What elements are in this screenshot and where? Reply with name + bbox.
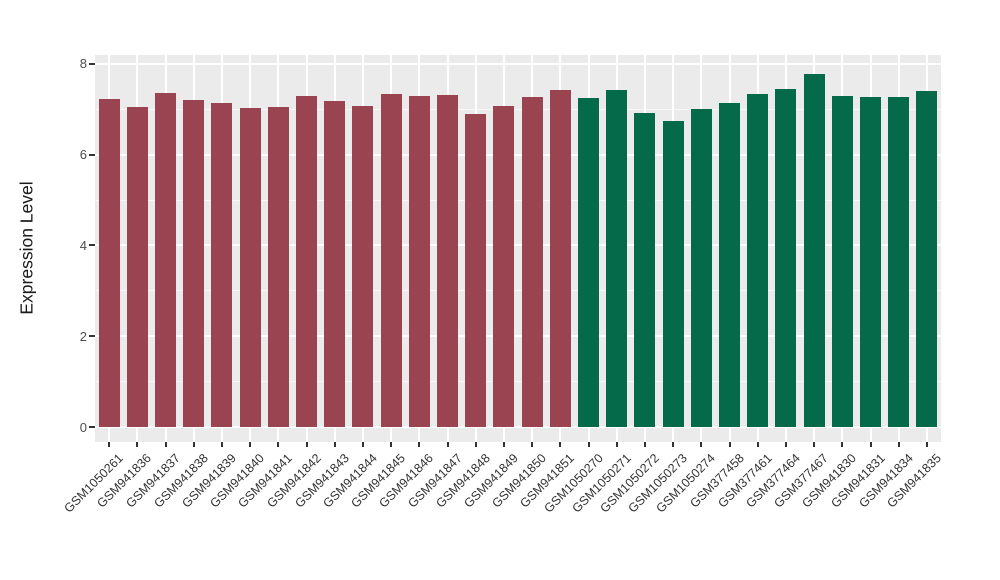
bar [267, 106, 289, 427]
bar [380, 93, 402, 427]
bar [690, 109, 712, 427]
x-tick-mark [869, 442, 872, 447]
x-tick-mark [108, 442, 111, 447]
minor-gridline [95, 381, 941, 383]
bar [239, 108, 261, 427]
x-tick-mark [474, 442, 477, 447]
x-tick-mark [615, 442, 618, 447]
y-tick-mark [89, 244, 95, 247]
x-tick-mark [784, 442, 787, 447]
bar [437, 94, 458, 427]
x-tick-mark [502, 442, 505, 447]
major-gridline [95, 244, 941, 247]
bar [493, 106, 515, 427]
x-tick-mark [220, 442, 223, 447]
x-tick-mark [841, 442, 844, 447]
x-tick-mark [643, 442, 646, 447]
y-tick-mark [89, 62, 95, 65]
bar [549, 90, 571, 427]
x-tick-mark [418, 442, 421, 447]
y-tick-mark [89, 335, 95, 338]
x-tick-mark [756, 442, 759, 447]
bar [888, 96, 910, 427]
x-tick-mark [587, 442, 590, 447]
major-gridline [95, 62, 941, 65]
bar [98, 99, 120, 427]
minor-gridline [95, 108, 941, 110]
x-tick-mark [164, 442, 167, 447]
bar [719, 103, 740, 427]
bar [183, 100, 205, 427]
x-tick-mark [813, 442, 816, 447]
bar [521, 96, 543, 427]
major-gridline [95, 426, 941, 428]
plot-panel [95, 55, 941, 442]
x-tick-mark [136, 442, 139, 447]
y-tick-mark [89, 426, 95, 428]
bar [126, 106, 148, 427]
minor-gridline [95, 199, 941, 201]
x-tick-mark [305, 442, 308, 447]
bar [662, 121, 684, 427]
x-tick-mark [390, 442, 393, 447]
bar [831, 96, 853, 427]
y-tick-label: 0 [79, 419, 87, 435]
y-tick-label: 4 [79, 237, 87, 253]
bar [916, 91, 938, 427]
y-tick-label: 6 [79, 147, 87, 163]
x-tick-mark [672, 442, 675, 447]
x-tick-mark [531, 442, 534, 447]
y-axis-title: Expression Level [16, 181, 37, 315]
x-tick-mark [333, 442, 336, 447]
bar [211, 102, 233, 427]
x-tick-mark [192, 442, 195, 447]
x-tick-mark [361, 442, 364, 447]
x-tick-mark [559, 442, 562, 447]
bar [352, 105, 374, 427]
y-tick-label: 2 [79, 328, 87, 344]
y-tick-mark [89, 153, 95, 156]
major-gridline [95, 153, 941, 156]
bar [408, 96, 430, 427]
x-tick-mark [700, 442, 703, 447]
bar [747, 94, 769, 427]
x-tick-mark [249, 442, 252, 447]
y-tick-label: 8 [79, 56, 87, 72]
x-tick-mark [897, 442, 900, 447]
bar [296, 96, 317, 427]
minor-gridline [95, 290, 941, 292]
bar [324, 101, 346, 427]
bar [634, 112, 656, 427]
bar [155, 92, 176, 427]
bar [606, 90, 628, 427]
bar [465, 113, 487, 427]
bar [775, 88, 797, 427]
bar [803, 74, 825, 427]
bar [578, 97, 599, 427]
bar [860, 96, 881, 427]
x-tick-mark [446, 442, 449, 447]
major-gridline [95, 335, 941, 338]
x-tick-mark [925, 442, 928, 447]
x-tick-mark [277, 442, 280, 447]
x-tick-mark [728, 442, 731, 447]
